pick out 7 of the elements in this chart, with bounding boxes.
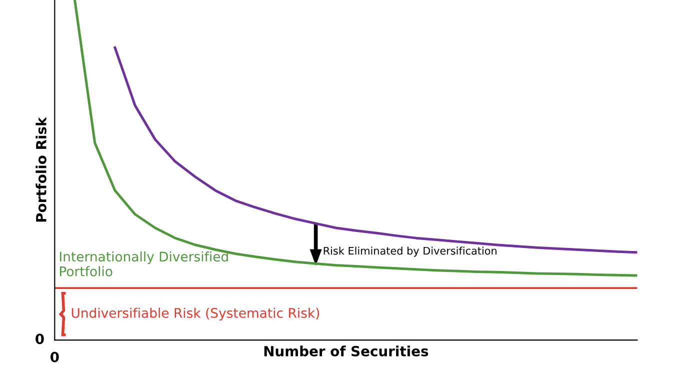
text: 0 [50,352,59,362]
y-axis-title: Portfolio Risk [36,116,46,222]
annotation: Risk Eliminated by Diversification [324,246,496,257]
series-label: Internationally Diversified Portfolio [60,251,228,276]
text: 0 [36,334,44,344]
ref-line-label: Undiversifiable Risk (Systematic Risk) [72,308,320,320]
x-axis-title: Number of Securities [264,346,428,356]
